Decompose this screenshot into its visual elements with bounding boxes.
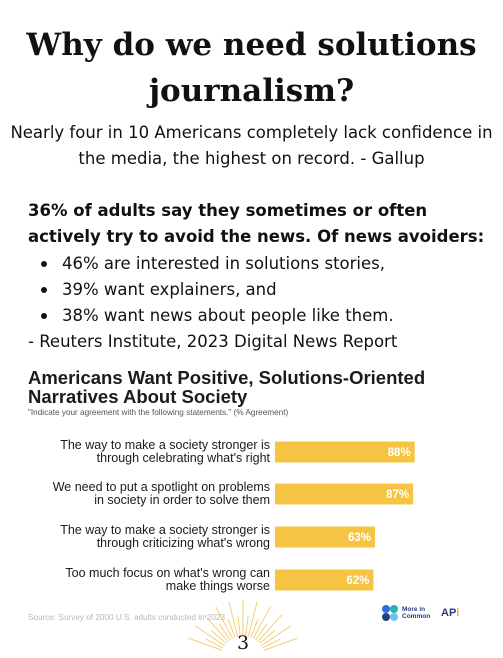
bar-chart: 88% The way to make a society stronger is… — [53, 438, 415, 593]
sun-ray — [259, 630, 275, 644]
page-number: 3 — [236, 632, 250, 654]
sun-ray — [262, 638, 281, 649]
data-label: 63% — [348, 532, 371, 544]
page-title: Why do we need solutions journalism? — [26, 27, 477, 109]
logo-text-line: Common — [402, 613, 431, 620]
chart-title: Americans Want Positive, Solutions-Orien… — [28, 367, 426, 407]
more-in-common-mark-icon — [382, 605, 398, 621]
sun-ray — [227, 618, 236, 638]
sun-ray — [228, 601, 239, 637]
data-label: 62% — [346, 575, 369, 587]
sun-ray — [250, 618, 259, 638]
category-label: through criticizing what's wrong — [97, 536, 270, 550]
sun-ray — [211, 630, 227, 644]
chart-source: Source: Survey of 2000 U.S. adults condu… — [28, 613, 226, 622]
bar — [275, 569, 374, 591]
news-avoidance-stat: 36% of adults say they sometimes or ofte… — [28, 201, 485, 246]
category-label: The way to make a society stronger is — [60, 438, 270, 452]
sun-ray — [188, 637, 223, 651]
list-item: 38% want news about people like them. — [28, 303, 394, 329]
category-label: through celebrating what's right — [97, 451, 271, 465]
sun-ray — [203, 614, 229, 642]
bar — [275, 483, 414, 505]
sun-ray — [218, 623, 231, 641]
category-label: We need to put a spotlight on problems — [53, 480, 270, 494]
sun-ray — [205, 638, 224, 649]
api-logo-accent: i — [456, 607, 460, 619]
bar — [275, 441, 415, 463]
sun-ray — [245, 616, 249, 637]
sun-ray — [194, 625, 226, 647]
bar — [275, 526, 376, 548]
chart-subtitle: "Indicate your agreement with the follow… — [28, 408, 289, 417]
data-label: 88% — [388, 447, 411, 459]
category-label: make things worse — [166, 579, 270, 593]
intro-quote: Nearly four in 10 Americans completely l… — [10, 123, 493, 168]
list-item: 46% are interested in solutions stories, — [28, 251, 394, 277]
category-label: Too much focus on what's wrong can — [65, 566, 270, 580]
api-logo-text: AP — [441, 607, 457, 619]
list-item: 39% want explainers, and — [28, 277, 394, 303]
sun-ray — [252, 606, 271, 639]
sun-ray — [215, 606, 234, 639]
logo-text-line: More in — [402, 606, 426, 613]
sun-ray — [247, 601, 258, 637]
category-label: in society in order to solve them — [94, 493, 270, 507]
sun-ray — [255, 623, 268, 641]
stat-source: - Reuters Institute, 2023 Digital News R… — [28, 332, 398, 351]
api-logo: APi — [441, 607, 459, 619]
more-in-common-logo: More in Common — [382, 605, 430, 621]
sun-ray — [260, 625, 292, 647]
category-label: The way to make a society stronger is — [60, 523, 270, 537]
sun-ray — [263, 637, 298, 651]
sun-ray — [237, 616, 241, 637]
news-avoider-list: 46% are interested in solutions stories,… — [28, 251, 394, 329]
sun-ray — [257, 614, 283, 642]
data-label: 87% — [386, 489, 409, 501]
